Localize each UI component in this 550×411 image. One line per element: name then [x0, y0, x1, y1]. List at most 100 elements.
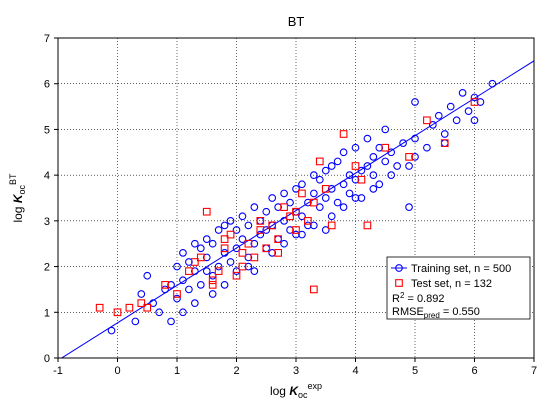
training-point: [375, 143, 384, 152]
legend-circle-swatch: [395, 264, 403, 272]
test-point: [292, 207, 300, 216]
test-point: [185, 267, 193, 275]
training-point: [185, 258, 193, 266]
y-tick-label: 4: [44, 170, 50, 182]
training-point: [298, 230, 306, 239]
training-point: [405, 203, 413, 211]
training-point: [167, 317, 175, 326]
y-tick-label: 0: [44, 353, 50, 365]
test-point: [321, 185, 330, 193]
training-point: [381, 125, 390, 134]
training-point: [280, 189, 288, 198]
training-point: [202, 267, 211, 275]
test-point: [191, 258, 199, 266]
training-point: [440, 130, 449, 138]
legend-box: [386, 256, 531, 320]
training-point: [339, 203, 348, 211]
test-point: [339, 130, 348, 138]
x-tick-label: 3: [293, 365, 299, 377]
training-point: [244, 221, 253, 230]
legend-entry-test: Test set, n = 132: [411, 278, 492, 290]
test-point: [298, 189, 306, 198]
test-point: [244, 239, 253, 248]
y-tick-label: 1: [44, 307, 50, 319]
training-point: [238, 212, 247, 221]
y-tick-label: 2: [44, 262, 50, 274]
training-point: [137, 290, 146, 298]
x-tick-label: -1: [53, 365, 63, 377]
training-point: [244, 262, 253, 271]
training-point: [202, 253, 211, 262]
training-point: [268, 249, 277, 257]
training-point: [155, 308, 163, 317]
test-point: [238, 249, 247, 257]
training-point: [280, 239, 288, 248]
test-point: [351, 162, 360, 170]
training-point: [429, 121, 437, 129]
training-point: [339, 180, 348, 189]
test-point: [309, 285, 318, 294]
test-point: [256, 217, 265, 225]
test-point: [274, 235, 283, 243]
training-point: [268, 194, 277, 202]
training-point: [220, 249, 229, 257]
test-point: [292, 226, 300, 234]
training-point: [262, 207, 271, 216]
training-point: [357, 166, 366, 175]
y-tick-label: 7: [44, 33, 50, 45]
test-point: [208, 276, 217, 285]
training-point: [196, 244, 205, 253]
training-point: [196, 281, 205, 289]
test-point: [304, 217, 312, 225]
training-point: [405, 162, 413, 170]
test-point: [286, 212, 294, 221]
training-point: [208, 271, 217, 280]
training-point: [280, 217, 288, 225]
training-point: [464, 107, 473, 115]
test-point: [202, 207, 211, 216]
x-tick-label: 4: [352, 365, 358, 377]
training-point: [250, 267, 259, 275]
x-tick-label: 5: [412, 365, 418, 377]
training-point: [292, 230, 300, 239]
test-point: [95, 303, 104, 312]
training-point: [452, 116, 461, 125]
training-point: [214, 226, 223, 234]
training-point: [292, 185, 300, 193]
training-point: [274, 203, 283, 211]
training-point: [321, 194, 330, 202]
x-tick-label: 2: [233, 365, 239, 377]
training-point: [470, 93, 479, 102]
test-point: [381, 143, 390, 152]
training-point: [446, 102, 455, 111]
test-point: [214, 267, 223, 275]
test-point: [208, 281, 217, 289]
chart-title: BT: [288, 14, 305, 29]
training-point: [208, 239, 217, 248]
test-point: [125, 303, 134, 312]
training-point: [220, 221, 229, 230]
training-point: [298, 180, 306, 189]
x-tick-label: 7: [531, 365, 537, 377]
training-point: [214, 262, 223, 271]
training-point: [345, 171, 354, 179]
training-point: [179, 276, 187, 285]
training-point: [363, 162, 372, 170]
x-tick-label: 1: [174, 365, 180, 377]
training-point: [381, 157, 390, 166]
test-point: [137, 299, 146, 307]
training-point: [351, 194, 360, 202]
legend-r2: R2 = 0.892: [392, 291, 444, 305]
training-point: [161, 285, 169, 294]
training-point: [232, 267, 241, 275]
training-point: [149, 299, 158, 307]
training-point: [226, 258, 235, 266]
training-point: [387, 171, 396, 179]
training-point: [476, 98, 485, 106]
training-point: [202, 235, 211, 243]
plot-frame: [57, 37, 535, 359]
test-point: [238, 262, 247, 271]
test-point: [196, 253, 205, 262]
